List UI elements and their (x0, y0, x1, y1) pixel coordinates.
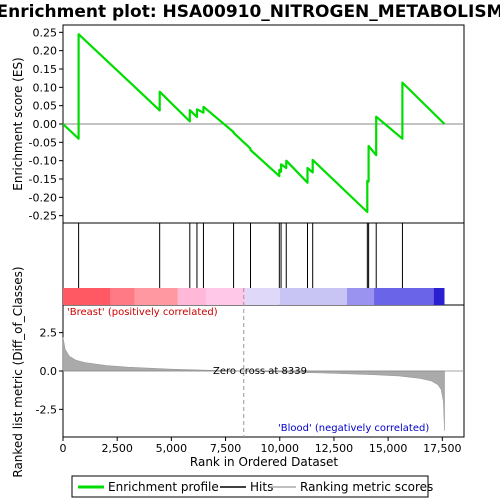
es-y-tick-label: 0.25 (33, 26, 58, 39)
ranking-heatmap (63, 288, 445, 305)
x-tick-label: 5,000 (156, 442, 188, 455)
legend-metric-label: Ranking metric scores (300, 480, 433, 494)
es-y-tick-label: 0.05 (33, 100, 58, 113)
legend-hits-label: Hits (250, 480, 273, 494)
metric-y-tick-label: 2.5 (40, 327, 58, 340)
x-tick-label: 12,500 (315, 442, 354, 455)
metric-y-tick-label: 0.0 (40, 365, 58, 378)
x-tick-label: 2,500 (101, 442, 133, 455)
chart-title: Enrichment plot: HSA00910_NITROGEN_METAB… (0, 2, 500, 22)
heatmap-segment (134, 288, 178, 305)
x-tick-label: 17,500 (423, 442, 462, 455)
x-axis-label: Rank in Ordered Dataset (190, 455, 338, 469)
es-y-tick-label: -0.25 (29, 210, 57, 223)
es-y-tick-label: 0.00 (33, 118, 58, 131)
heatmap-segment (346, 288, 375, 305)
es-y-tick-label: 0.15 (33, 63, 58, 76)
metric-y-axis-label: Ranked list metric (Diff_of_Classes) (11, 266, 25, 477)
x-tick-label: 7,500 (210, 442, 242, 455)
es-y-tick-label: 0.20 (33, 45, 58, 58)
es-y-ticks: 0.25 0.20 0.15 0.10 0.05 0.00 -0.05 -0.10 -0.15 -… (29, 26, 63, 223)
es-y-tick-label: -0.10 (29, 155, 57, 168)
enrichment-profile-layer (62, 33, 446, 214)
es-y-tick-label: 0.10 (33, 81, 58, 94)
zero-cross-label: Zero cross at 8339 (213, 366, 307, 377)
legend-profile-label: Enrichment profile (108, 480, 219, 494)
es-y-tick-label: -0.05 (29, 136, 57, 149)
heatmap-segment (177, 288, 207, 305)
x-tick-label: 15,000 (369, 442, 408, 455)
x-tick-label: 10,000 (261, 442, 300, 455)
heatmap-segment (245, 288, 280, 305)
ranking-metric-layer (62, 288, 464, 437)
x-ticks: 0 2,500 5,000 7,500 10,000 12,500 15,000 17,500 (60, 437, 462, 455)
es-y-axis-label: Enrichment score (ES) (11, 57, 25, 190)
legend-box (71, 475, 429, 498)
heatmap-segment (374, 288, 434, 305)
x-tick-label: 0 (60, 442, 67, 455)
enrichment-profile-line (62, 33, 446, 214)
heatmap-segment (63, 288, 111, 305)
hits-layer (78, 223, 403, 288)
ranking-metric-area (62, 337, 445, 431)
heatmap-segment (433, 288, 445, 305)
negative-class-label: 'Blood' (negatively correlated) (278, 423, 429, 434)
heatmap-segment (206, 288, 246, 305)
legend: Enrichment profile Hits Ranking metric s… (71, 475, 433, 498)
heatmap-segment (279, 288, 347, 305)
positive-class-label: 'Breast' (positively correlated) (67, 307, 218, 318)
metric-y-tick-label: -2.5 (36, 403, 57, 416)
es-y-tick-label: -0.20 (29, 191, 57, 204)
metric-y-ticks: 2.5 0.0 -2.5 (36, 327, 63, 416)
heatmap-segment (110, 288, 135, 305)
es-y-tick-label: -0.15 (29, 173, 57, 186)
